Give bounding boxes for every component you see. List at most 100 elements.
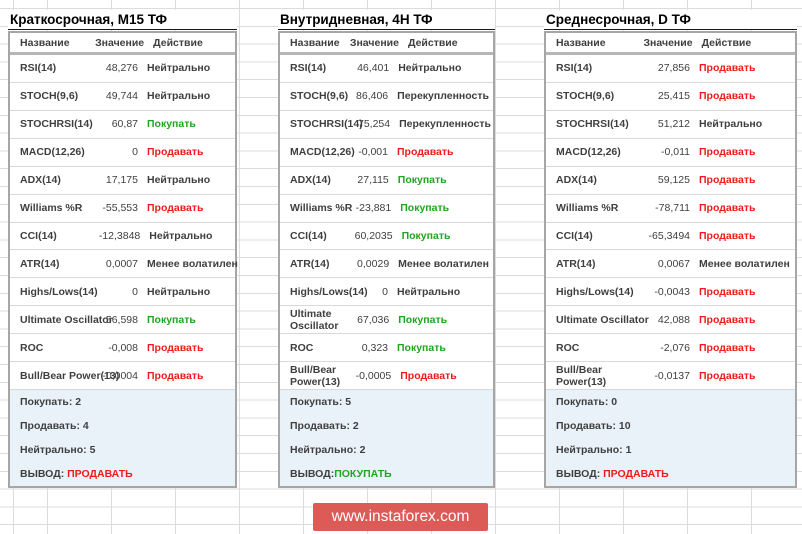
indicator-name: Ultimate Oscillator (20, 313, 113, 326)
column-header-action: Действие (701, 36, 752, 49)
indicator-value: -0,001 (358, 146, 388, 159)
conclusion-row: ВЫВОД: ПОКУПАТЬ (280, 462, 493, 486)
summary-buy-count: Покупать: 2 (20, 396, 82, 408)
indicator-action: Нейтрально (149, 229, 213, 242)
indicator-row: STOCH(9,6) 86,406 Перекупленность (280, 81, 493, 110)
indicator-name: Ultimate Oscillator (556, 313, 649, 326)
indicator-row: Highs/Lows(14) 0 Нейтрально (280, 277, 493, 305)
indicator-row: ROC -0,008 Продавать (10, 333, 235, 361)
table-header: Название Значение Действие (546, 33, 795, 55)
indicator-row: Ultimate Oscillator 67,036 Покупать (280, 305, 493, 333)
indicator-name: MACD(12,26) (290, 146, 355, 159)
indicator-row: ROC -2,076 Продавать (546, 333, 795, 361)
indicator-name: STOCH(9,6) (20, 90, 79, 103)
indicator-row: Williams %R -23,881 Покупать (280, 193, 493, 222)
indicator-action: Нейтрально (147, 90, 211, 103)
summary-buy-count: Покупать: 5 (290, 396, 352, 408)
panel-title: Внутридневная, 4H ТФ (278, 10, 495, 30)
indicator-name: STOCHRSI(14) (556, 118, 629, 131)
indicator-table: Название Значение Действие RSI(14) 46,401… (278, 31, 495, 488)
indicator-name: ADX(14) (20, 174, 61, 187)
indicator-value: 75,254 (358, 118, 391, 131)
indicator-name: ADX(14) (290, 174, 331, 187)
summary-sell-count: Продавать: 4 (20, 420, 89, 432)
indicator-value: 67,036 (357, 313, 390, 326)
column-header-action: Действие (407, 36, 458, 49)
indicator-row: ATR(14) 0,0007 Менее волатилен (10, 249, 238, 277)
indicator-value: 0,0067 (657, 257, 690, 270)
summary-neutral-count: Нейтрально: 2 (290, 444, 366, 456)
indicator-action: Нейтрально (398, 62, 462, 75)
indicator-row: CCI(14) -65,3494 Продавать (546, 221, 795, 250)
indicator-name: Ultimate Oscillator (290, 307, 339, 332)
table-rows: RSI(14) 46,401 Нейтрально STOCH(9,6) 86,406… (280, 55, 493, 389)
indicator-value: -12,3848 (98, 229, 141, 242)
indicator-table: Название Значение Действие RSI(14) 48,276… (8, 31, 238, 488)
indicator-name: Bull/Bear Power(13) (20, 369, 120, 382)
column-header-name: Название (556, 36, 606, 49)
indicator-name: Williams %R (290, 202, 353, 215)
indicator-action: Продавать (147, 341, 204, 354)
indicator-row: STOCHRSI(14) 75,254 Перекупленность (280, 109, 493, 138)
column-header-value: Значение (349, 36, 399, 49)
indicator-name: ADX(14) (556, 174, 597, 187)
indicator-value: 25,415 (657, 90, 690, 103)
indicator-name: ROC (556, 341, 580, 354)
indicator-row: Highs/Lows(14) -0,0043 Продавать (546, 277, 795, 305)
indicator-action: Продавать (699, 341, 756, 354)
indicator-value: 42,088 (657, 313, 690, 326)
indicator-name: ROC (20, 341, 44, 354)
conclusion-label: ВЫВОД: (290, 468, 335, 480)
indicator-row: Ultimate Oscillator 56,598 Покупать (10, 305, 235, 333)
indicator-name: CCI(14) (556, 229, 593, 242)
indicator-action: Менее волатилен (398, 257, 489, 270)
panel-medium-term: Среднесрочная, D ТФ Название Значение Де… (544, 10, 797, 488)
instaforex-watermark-link[interactable]: www.instaforex.com (313, 503, 488, 531)
indicator-row: Williams %R -55,553 Продавать (10, 193, 235, 222)
conclusion-value: ПОКУПАТЬ (334, 468, 392, 480)
indicator-row: ADX(14) 27,115 Покупать (280, 165, 493, 194)
table-header: Название Значение Действие (10, 33, 235, 55)
indicator-action: Менее волатилен (699, 257, 790, 270)
indicator-name: ATR(14) (290, 257, 330, 270)
summary-block: Покупать: 5 Продавать: 2 Нейтрально: 2 В… (280, 389, 493, 486)
indicator-action: Покупать (398, 313, 448, 326)
indicator-row: STOCHRSI(14) 51,212 Нейтрально (546, 109, 795, 138)
indicator-row: MACD(12,26) 0 Продавать (10, 137, 235, 166)
indicator-value: -0,011 (661, 146, 690, 159)
indicator-name: Williams %R (20, 202, 83, 215)
indicator-name: Williams %R (556, 202, 619, 215)
indicator-name: Bull/Bear Power(13) (290, 363, 341, 388)
indicator-row: RSI(14) 27,856 Продавать (546, 55, 795, 82)
indicator-value: 46,401 (357, 62, 390, 75)
indicator-row: ATR(14) 0,0067 Менее волатилен (546, 249, 795, 277)
indicator-action: Продавать (147, 369, 204, 382)
indicator-name: Bull/Bear Power(13) (556, 363, 607, 388)
indicator-value: -55,553 (102, 202, 138, 215)
indicator-value: -0,0137 (654, 369, 690, 382)
indicator-name: ATR(14) (20, 257, 60, 270)
indicator-action: Менее волатилен (147, 257, 238, 270)
summary-neutral-count: Нейтрально: 1 (556, 444, 632, 456)
indicator-value: 60,87 (111, 118, 138, 131)
indicator-action: Продавать (699, 146, 756, 159)
indicator-action: Продавать (699, 313, 756, 326)
indicator-row: RSI(14) 46,401 Нейтрально (280, 55, 493, 82)
indicator-value: -2,076 (660, 341, 690, 354)
column-header-name: Название (290, 36, 340, 49)
indicator-row: STOCH(9,6) 49,744 Нейтрально (10, 81, 235, 110)
conclusion-label: ВЫВОД: (20, 468, 68, 480)
indicator-name: ATR(14) (556, 257, 596, 270)
indicator-action: Продавать (397, 146, 454, 159)
indicator-name: Highs/Lows(14) (290, 285, 368, 298)
indicator-name: RSI(14) (290, 62, 327, 75)
summary-sell-count: Продавать: 10 (556, 420, 631, 432)
indicator-value: 0,0029 (357, 257, 390, 270)
indicator-action: Продавать (147, 146, 204, 159)
indicator-row: ADX(14) 59,125 Продавать (546, 165, 795, 194)
indicator-action: Покупать (147, 118, 196, 131)
indicator-action: Продавать (699, 90, 756, 103)
indicator-value: 60,2035 (354, 229, 393, 242)
indicator-action: Продавать (699, 229, 756, 242)
indicator-name: STOCHRSI(14) (290, 118, 363, 131)
